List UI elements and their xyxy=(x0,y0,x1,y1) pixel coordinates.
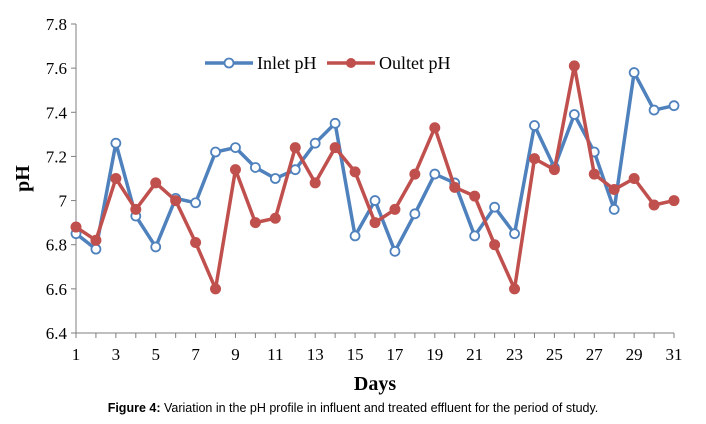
data-point xyxy=(190,237,202,249)
legend-swatch-marker xyxy=(346,58,356,68)
series-layer xyxy=(70,60,680,295)
data-point xyxy=(309,177,321,189)
data-point xyxy=(469,190,481,202)
legend-swatch-marker xyxy=(223,57,235,69)
data-point xyxy=(289,164,301,176)
data-point xyxy=(528,153,540,165)
data-point xyxy=(369,195,381,206)
data-point xyxy=(269,173,281,184)
data-point xyxy=(429,168,441,180)
data-point xyxy=(369,217,381,229)
data-point xyxy=(210,146,221,158)
data-point xyxy=(389,203,401,215)
legend-label: Inlet pH xyxy=(257,53,316,73)
data-point xyxy=(509,228,520,240)
y-tick-label: 7.2 xyxy=(46,147,67,166)
data-point xyxy=(509,283,521,295)
y-axis-title: pH xyxy=(12,165,34,192)
data-point xyxy=(608,203,620,215)
x-tick-label: 29 xyxy=(626,345,643,364)
data-point xyxy=(588,168,600,180)
x-tick-label: 7 xyxy=(191,345,200,364)
y-tick-label: 7.8 xyxy=(46,15,67,34)
data-point xyxy=(249,217,261,229)
data-point xyxy=(409,208,421,220)
data-point xyxy=(568,60,580,72)
data-point xyxy=(608,184,620,196)
data-point xyxy=(449,181,461,193)
y-tick-label: 7.6 xyxy=(46,59,67,78)
data-point xyxy=(289,142,301,154)
x-tick-label: 13 xyxy=(307,345,324,364)
data-point xyxy=(150,177,162,189)
data-point xyxy=(110,137,122,149)
x-tick-label: 27 xyxy=(586,345,604,364)
data-point xyxy=(329,117,341,129)
data-point xyxy=(190,197,202,209)
data-point xyxy=(329,142,341,154)
y-tick-label: 7.4 xyxy=(46,103,68,122)
y-tick-label: 6.6 xyxy=(46,280,67,299)
data-point xyxy=(389,245,401,257)
data-point xyxy=(90,234,102,246)
x-tick-label: 23 xyxy=(506,345,523,364)
series-outlet xyxy=(70,60,680,295)
data-point xyxy=(648,199,660,211)
data-point xyxy=(110,173,122,184)
x-tick-label: 3 xyxy=(112,345,121,364)
data-point xyxy=(429,122,441,134)
x-tick-label: 19 xyxy=(426,345,443,364)
data-point xyxy=(568,109,580,120)
data-point xyxy=(668,195,680,207)
data-point xyxy=(489,239,501,251)
y-tick-label: 6.4 xyxy=(46,324,68,343)
caption-label: Figure 4: xyxy=(107,401,161,415)
data-point xyxy=(229,164,241,176)
y-tick-label: 6.8 xyxy=(46,236,67,255)
data-point xyxy=(628,67,640,78)
data-point xyxy=(150,241,162,253)
data-point xyxy=(70,221,82,233)
figure-caption: Figure 4: Variation in the pH profile in… xyxy=(0,401,706,415)
data-point xyxy=(469,230,481,242)
data-point xyxy=(668,100,680,112)
data-point xyxy=(648,104,660,116)
data-point xyxy=(210,283,222,295)
x-tick-label: 1 xyxy=(72,345,81,364)
data-point xyxy=(349,166,361,178)
x-tick-label: 21 xyxy=(466,345,483,364)
data-point xyxy=(409,168,421,180)
x-tick-label: 31 xyxy=(666,345,683,364)
x-axis-title: Days xyxy=(354,373,396,395)
data-point xyxy=(309,137,321,149)
legend-label: Oultet pH xyxy=(379,53,451,73)
data-point xyxy=(489,201,501,213)
data-point xyxy=(529,120,540,131)
x-tick-label: 9 xyxy=(231,345,240,364)
legend-item: Inlet pH xyxy=(205,53,316,73)
data-point xyxy=(249,162,261,173)
x-tick-label: 11 xyxy=(267,345,283,364)
x-tick-label: 25 xyxy=(546,345,563,364)
legend: Inlet pH Oultet pH xyxy=(205,53,451,73)
data-point xyxy=(130,203,142,215)
x-tick-label: 17 xyxy=(386,345,404,364)
series-line xyxy=(75,64,675,291)
y-tick-label: 7 xyxy=(59,192,68,211)
data-point xyxy=(170,195,182,207)
data-point xyxy=(230,142,241,154)
axes: 6.46.66.877.27.47.67.81 3 5 7 9 11 13 15 17 19 21 2… xyxy=(46,15,683,364)
data-point xyxy=(548,164,560,176)
x-tick-label: 15 xyxy=(347,345,364,364)
data-point xyxy=(269,212,281,224)
data-point xyxy=(628,173,640,184)
legend-item: Oultet pH xyxy=(327,53,451,73)
x-tick-label: 5 xyxy=(151,345,160,364)
data-point xyxy=(90,243,102,255)
data-point xyxy=(349,230,361,242)
caption-text: Variation in the pH profile in influent … xyxy=(160,401,599,415)
ph-line-chart: 6.46.66.877.27.47.67.81 3 5 7 9 11 13 15 17 19 21 2… xyxy=(12,15,683,395)
